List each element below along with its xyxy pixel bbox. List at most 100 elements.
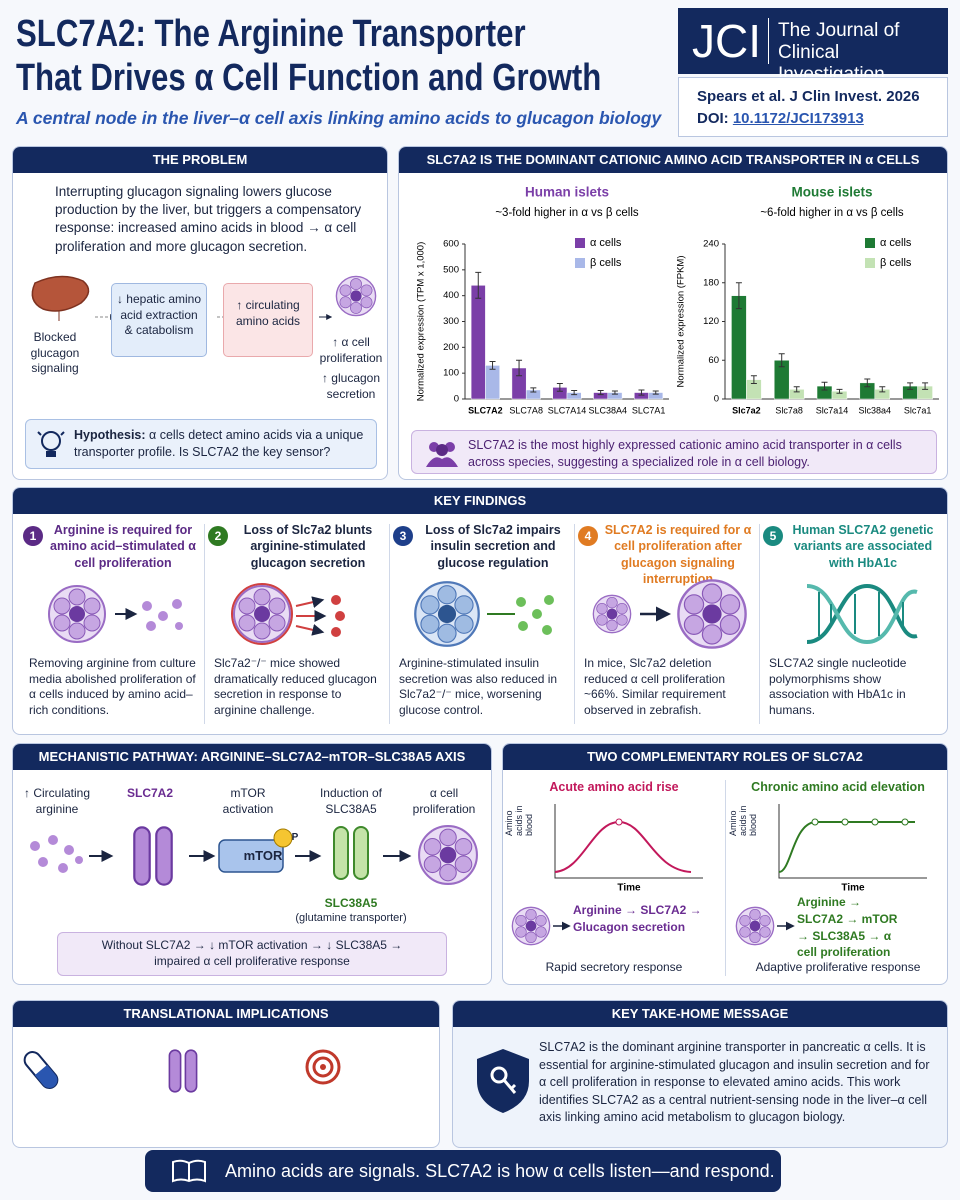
- y-tick-label: 200: [443, 342, 459, 353]
- legend-label: β cells: [880, 257, 912, 269]
- title: SLC7A2: The Arginine Transporter That Dr…: [16, 12, 601, 100]
- book-icon: [172, 1159, 206, 1183]
- finding-icon: [231, 583, 345, 645]
- y-axis-label: Amino acids in blood: [504, 805, 534, 836]
- panel-heading: TWO COMPLEMENTARY ROLES OF SLC7A2: [503, 744, 947, 770]
- findings-panel: KEY FINDINGS 1 Arginine is required for a…: [12, 487, 948, 735]
- x-tick-label: Slc7a1: [904, 405, 932, 415]
- takehome-panel: KEY TAKE-HOME MESSAGE SLC7A2 is the domi…: [452, 1000, 948, 1148]
- step-label: ↑ Circulating arginine: [23, 786, 91, 816]
- translational-panel: TRANSLATIONAL IMPLICATIONS: [12, 1000, 440, 1148]
- divider: [389, 524, 390, 724]
- mtor-box: [218, 839, 284, 873]
- phospho-icon: [273, 828, 293, 848]
- doi-link[interactable]: 10.1172/JCI173913: [732, 110, 864, 127]
- arginine-dots: [30, 835, 83, 873]
- error-bar: [489, 361, 496, 370]
- finding-icon: [592, 579, 747, 649]
- finding: 4 SLC7A2 is required for α cell prolifera…: [578, 522, 756, 728]
- note-box: SLC7A2 is the most highly expressed cati…: [411, 430, 937, 474]
- error-bar: [836, 388, 843, 394]
- finding-number: 4: [578, 526, 598, 546]
- error-bar: [516, 359, 523, 377]
- step-label: α cell proliferation: [412, 786, 476, 816]
- target-icon: [305, 1049, 341, 1085]
- finding-title: Human SLC7A2 genetic variants are associ…: [792, 523, 934, 570]
- role-plot: Time: [554, 804, 703, 894]
- finding-text: SLC7A2 single nucleotide polymorphisms s…: [769, 656, 907, 717]
- transporter-icon: [168, 1049, 198, 1093]
- finding-icon: [48, 585, 183, 643]
- footer-text: Amino acids are signals. SLC7A2 is how α…: [225, 1161, 775, 1181]
- error-bar: [821, 381, 828, 391]
- finding-title: Loss of Slc7a2 blunts arginine-stimulate…: [243, 523, 373, 570]
- finding-title: SLC7A2 is required for α cell proliferat…: [604, 523, 752, 586]
- role-plot: Time: [778, 804, 927, 894]
- finding-text: Arginine-stimulated insulin secretion wa…: [399, 656, 558, 717]
- x-tick-label: SLC7A14: [548, 405, 587, 415]
- bulb-icon: [37, 431, 65, 457]
- error-bar: [907, 382, 914, 390]
- x-tick-label: SLC38A4: [589, 405, 628, 415]
- liver-icon: [31, 275, 90, 312]
- legend-label: α cells: [590, 237, 622, 249]
- error-bar: [597, 389, 604, 396]
- chart-subtitle: ~3-fold higher in α vs β cells: [495, 207, 639, 219]
- x-axis-label: Time: [617, 883, 641, 894]
- y-tick-label: 600: [443, 239, 459, 250]
- cell-icon: [511, 906, 571, 946]
- divider: [759, 524, 760, 724]
- divider: [204, 524, 205, 724]
- liver-label: Blocked glucagon signaling: [30, 330, 80, 376]
- role-title: Acute amino acid rise: [549, 780, 679, 794]
- peak-marker: [615, 818, 623, 826]
- y-tick-label: 120: [703, 316, 719, 327]
- y-tick-label: 0: [714, 394, 719, 405]
- subtitle: A central node in the liver–α cell axis …: [16, 108, 662, 128]
- error-bar: [864, 378, 871, 388]
- y-tick-label: 0: [454, 394, 459, 405]
- y-axis-label: Normalized expression (TPM x 1,000): [416, 242, 427, 401]
- pathway-note: Without SLC7A2 → ↓ mTOR activation → ↓ S…: [57, 932, 447, 976]
- y-tick-label: 300: [443, 316, 459, 327]
- divider: [574, 524, 575, 724]
- finding-number: 1: [23, 526, 43, 546]
- finding: 3 Loss of Slc7a2 impairs insulin secretio…: [393, 522, 571, 728]
- problem-panel: THE PROBLEM Interrupting glucagon signal…: [12, 146, 388, 480]
- error-bar: [475, 271, 482, 299]
- legend-swatch: [865, 238, 875, 248]
- y-tick-label: 100: [443, 368, 459, 379]
- finding-text: In mice, Slc7a2 deletion reduced α cell …: [584, 656, 726, 717]
- step-box: ↑ circulating amino acids: [223, 283, 313, 357]
- problem-text: Interrupting glucagon signaling lowers g…: [55, 184, 362, 254]
- citation-box: Spears et al. J Clin Invest. 2026 DOI: 1…: [678, 77, 948, 137]
- hypothesis: Hypothesis: α cells detect amino acids v…: [74, 427, 370, 461]
- legend-label: β cells: [590, 257, 622, 269]
- role-result: Arginine → SLC7A2 → Glucagon secretion: [573, 903, 702, 934]
- curve: [778, 821, 915, 873]
- x-tick-label: Slc38a4: [859, 405, 892, 415]
- error-bar: [556, 383, 563, 392]
- y-axis-label: Normalized expression (FPKM): [676, 256, 687, 388]
- hypothesis-label: Hypothesis:: [74, 428, 146, 442]
- citation: Spears et al. J Clin Invest. 2026: [697, 88, 920, 105]
- people-icon: [426, 442, 458, 467]
- x-axis-label: Time: [841, 883, 865, 894]
- slc38a5-label: SLC38A5: [324, 896, 378, 910]
- outcome: ↑ α cell proliferation: [319, 335, 383, 365]
- cell-icon: [335, 275, 377, 317]
- hypothesis-text: α cells detect amino acids via a unique …: [74, 428, 364, 459]
- error-bar: [778, 353, 785, 368]
- x-tick-label: SLC7A8: [509, 405, 543, 415]
- divider: [768, 18, 769, 64]
- x-tick-label: Slc7a14: [816, 405, 849, 415]
- error-bar: [638, 389, 645, 396]
- journal-logo: JCI: [692, 15, 761, 67]
- role-result: Arginine → SLC7A2 → mTOR → SLC38A5 → α c…: [797, 895, 898, 960]
- finding-title: Arginine is required for amino acid–stim…: [50, 523, 196, 570]
- axes: [778, 804, 927, 879]
- journal-logo-box: JCI The Journal of Clinical Investigation: [678, 8, 948, 85]
- error-bar: [735, 282, 742, 310]
- panel-heading: MECHANISTIC PATHWAY: ARGININE–SLC7A2–mTO…: [13, 744, 491, 770]
- finding-text: Removing arginine from culture media abo…: [29, 656, 196, 717]
